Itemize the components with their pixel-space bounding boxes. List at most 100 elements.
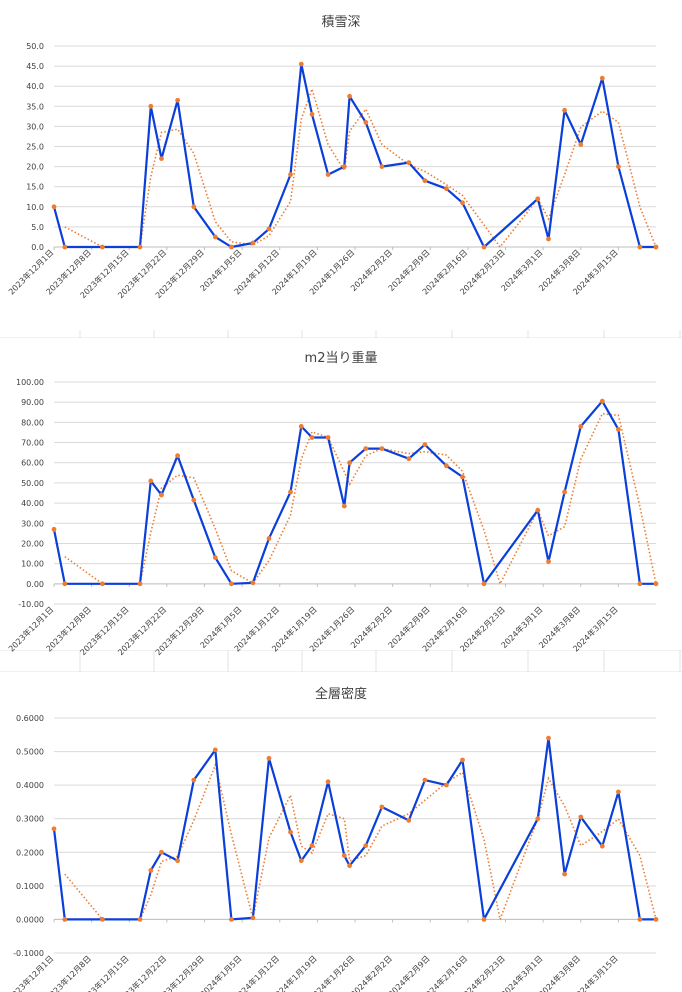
- data-point[interactable]: [148, 103, 154, 109]
- data-point[interactable]: [148, 868, 154, 873]
- data-point[interactable]: [363, 120, 369, 125]
- data-point[interactable]: [347, 93, 352, 99]
- data-point[interactable]: [379, 164, 385, 170]
- data-point[interactable]: [578, 814, 584, 820]
- data-point[interactable]: [637, 581, 643, 587]
- data-point[interactable]: [266, 755, 272, 761]
- data-point[interactable]: [175, 858, 181, 864]
- data-point[interactable]: [309, 435, 315, 440]
- chart-weight-per-m2[interactable]: m2当り重量 -10.00 0.00 10.00 20.00 30.00 40.00 50.…: [0, 338, 682, 657]
- data-point[interactable]: [62, 581, 68, 587]
- data-point[interactable]: [159, 849, 164, 855]
- data-point[interactable]: [363, 843, 369, 848]
- data-point[interactable]: [212, 234, 218, 240]
- data-point[interactable]: [191, 497, 197, 503]
- data-point[interactable]: [250, 580, 256, 586]
- data-point[interactable]: [51, 526, 57, 532]
- data-point[interactable]: [578, 424, 584, 429]
- data-point[interactable]: [535, 196, 541, 202]
- data-point[interactable]: [599, 843, 605, 849]
- data-point[interactable]: [298, 424, 304, 429]
- data-point[interactable]: [298, 61, 304, 67]
- data-point[interactable]: [653, 244, 659, 250]
- data-point[interactable]: [460, 200, 465, 206]
- data-point[interactable]: [616, 789, 621, 795]
- data-point[interactable]: [288, 489, 293, 495]
- data-point[interactable]: [637, 244, 643, 250]
- data-point[interactable]: [444, 463, 449, 469]
- data-point[interactable]: [347, 460, 352, 466]
- data-point[interactable]: [341, 503, 347, 509]
- data-point[interactable]: [546, 735, 551, 741]
- data-point[interactable]: [191, 777, 197, 783]
- data-point[interactable]: [266, 536, 272, 541]
- data-point[interactable]: [212, 555, 218, 560]
- data-point[interactable]: [460, 474, 465, 480]
- chart-full-layer-density[interactable]: 全層密度 -0.1000 0.0000 0.1000 0.2000 0.3000 0.40…: [0, 672, 682, 992]
- data-point[interactable]: [175, 97, 181, 103]
- data-point[interactable]: [250, 915, 256, 921]
- data-point[interactable]: [229, 917, 234, 922]
- data-point[interactable]: [309, 843, 315, 848]
- data-point[interactable]: [229, 244, 234, 250]
- data-point[interactable]: [444, 782, 449, 788]
- data-point[interactable]: [481, 581, 487, 587]
- data-point[interactable]: [616, 164, 621, 170]
- data-point[interactable]: [379, 446, 385, 451]
- data-point[interactable]: [406, 456, 412, 462]
- data-point[interactable]: [562, 107, 567, 113]
- data-point[interactable]: [100, 917, 105, 922]
- data-point[interactable]: [460, 757, 465, 763]
- data-point[interactable]: [229, 581, 234, 587]
- data-point[interactable]: [288, 172, 293, 178]
- data-point[interactable]: [175, 453, 181, 459]
- data-point[interactable]: [137, 917, 143, 922]
- data-point[interactable]: [444, 186, 449, 192]
- data-point[interactable]: [616, 427, 621, 432]
- data-point[interactable]: [599, 75, 605, 81]
- data-point[interactable]: [406, 818, 412, 823]
- data-point[interactable]: [62, 917, 68, 922]
- data-point[interactable]: [422, 178, 428, 184]
- data-point[interactable]: [379, 804, 385, 810]
- data-point[interactable]: [347, 863, 352, 869]
- data-point[interactable]: [298, 858, 304, 864]
- data-point[interactable]: [599, 398, 605, 404]
- data-point[interactable]: [341, 164, 347, 170]
- data-point[interactable]: [51, 826, 57, 832]
- data-point[interactable]: [51, 204, 57, 210]
- data-point[interactable]: [637, 917, 643, 922]
- data-point[interactable]: [325, 435, 331, 440]
- data-point[interactable]: [325, 779, 331, 785]
- data-point[interactable]: [406, 160, 412, 166]
- data-point[interactable]: [62, 244, 68, 250]
- data-point[interactable]: [422, 442, 428, 447]
- data-point[interactable]: [250, 240, 256, 246]
- data-point[interactable]: [159, 156, 164, 162]
- data-point[interactable]: [266, 226, 272, 232]
- data-point[interactable]: [137, 244, 143, 250]
- data-point[interactable]: [481, 244, 487, 250]
- data-point[interactable]: [288, 829, 293, 835]
- data-point[interactable]: [546, 559, 551, 564]
- data-point[interactable]: [535, 816, 541, 822]
- data-point[interactable]: [653, 581, 659, 587]
- data-point[interactable]: [100, 244, 105, 250]
- data-point[interactable]: [653, 917, 659, 922]
- data-point[interactable]: [159, 492, 164, 498]
- data-point[interactable]: [212, 747, 218, 753]
- data-point[interactable]: [578, 142, 584, 147]
- data-point[interactable]: [546, 236, 551, 242]
- chart-snow-depth[interactable]: 積雪深 0.0 5.0 10.0 15.0 20.0 25.0 30.0 35.0 40.0 45…: [0, 0, 682, 330]
- data-point[interactable]: [562, 871, 567, 877]
- data-point[interactable]: [562, 489, 567, 495]
- data-point[interactable]: [325, 172, 331, 178]
- data-point[interactable]: [309, 111, 315, 117]
- data-point[interactable]: [191, 204, 197, 210]
- data-point[interactable]: [137, 581, 143, 587]
- data-point[interactable]: [535, 507, 541, 513]
- data-point[interactable]: [100, 581, 105, 587]
- data-point[interactable]: [363, 446, 369, 451]
- data-point[interactable]: [481, 917, 487, 922]
- data-point[interactable]: [148, 478, 154, 484]
